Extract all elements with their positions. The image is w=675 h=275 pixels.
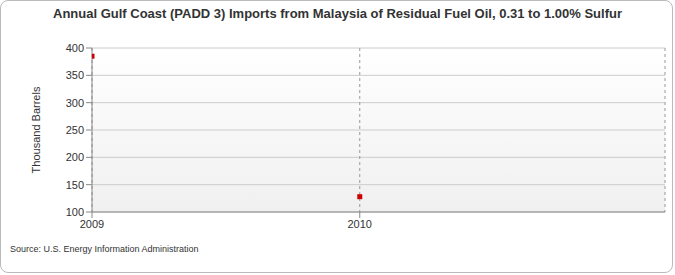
svg-text:2010: 2010 — [348, 218, 372, 230]
svg-text:150: 150 — [66, 179, 84, 191]
svg-text:400: 400 — [66, 42, 84, 54]
svg-text:250: 250 — [66, 124, 84, 136]
svg-text:200: 200 — [66, 151, 84, 163]
svg-text:2009: 2009 — [80, 218, 104, 230]
html-text:Annual Gulf Coast (PADD 3) Imp: Annual Gulf Coast (PADD 3) Imports from … — [53, 6, 622, 21]
svg-text:100: 100 — [66, 206, 84, 218]
svg-text:300: 300 — [66, 97, 84, 109]
svg-text:Thousand Barrels: Thousand Barrels — [30, 86, 42, 173]
html-text:Source: U.S. Energy Informatio: Source: U.S. Energy Information Administ… — [10, 244, 199, 254]
svg-text:350: 350 — [66, 69, 84, 81]
